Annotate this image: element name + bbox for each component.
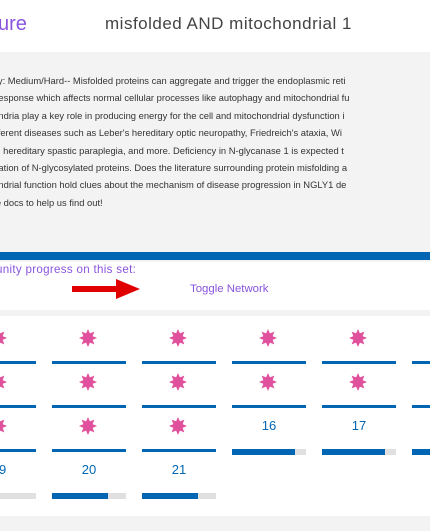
task-progress-bar: [142, 493, 216, 499]
community-progress-fill: [0, 252, 430, 260]
task-number: 20: [52, 462, 126, 477]
task-number: 19: [0, 462, 36, 477]
set-title: misfolded AND mitochondrial 1: [105, 14, 352, 34]
task-progress-fill: [412, 449, 430, 455]
set-description: ulty: Medium/Hard-- Misfolded proteins c…: [0, 52, 430, 242]
completed-burst-icon: [0, 372, 8, 392]
task-number: 16: [232, 418, 306, 433]
toggle-network-button[interactable]: Toggle Network: [190, 283, 269, 295]
task-progress-fill: [322, 449, 385, 455]
completed-burst-icon: [168, 416, 188, 436]
community-progress-bar: [0, 252, 430, 260]
completed-burst-icon: [168, 328, 188, 348]
completed-burst-icon: [348, 372, 368, 392]
description-line: hondria play a key role in producing ene…: [0, 107, 430, 124]
description-line: se, hereditary spastic paraplegia, and m…: [0, 142, 430, 159]
task-grid: 16 17 19 20 21: [0, 316, 430, 516]
task-number: 21: [142, 462, 216, 477]
completed-burst-icon: [0, 328, 8, 348]
task-tile[interactable]: 20: [52, 452, 126, 510]
task-tile[interactable]: [412, 408, 430, 466]
description-line: different diseases such as Leber's hered…: [0, 124, 430, 141]
completed-burst-icon: [78, 328, 98, 348]
completed-burst-icon: [78, 416, 98, 436]
task-progress-fill: [52, 493, 108, 499]
completed-burst-icon: [0, 416, 8, 436]
community-progress-label: munity progress on this set:: [0, 263, 136, 276]
task-number: 17: [322, 418, 396, 433]
description-line: s response which affects normal cellular…: [0, 89, 430, 106]
task-tile[interactable]: 17: [322, 408, 396, 466]
brand-logo-text[interactable]: ure: [0, 13, 27, 36]
completed-burst-icon: [168, 372, 188, 392]
completed-burst-icon: [78, 372, 98, 392]
description-line: ulty: Medium/Hard-- Misfolded proteins c…: [0, 72, 430, 89]
task-progress-bar: [232, 449, 306, 455]
task-progress-bar: [0, 493, 36, 499]
header: ure misfolded AND mitochondrial 1: [0, 0, 430, 52]
task-progress-bar: [322, 449, 396, 455]
task-progress-bar: [412, 449, 430, 455]
task-tile[interactable]: 21: [142, 452, 216, 510]
description-text: ulty: Medium/Hard-- Misfolded proteins c…: [0, 72, 430, 211]
completed-burst-icon: [258, 328, 278, 348]
description-line: egation of N-glycosylated proteins. Does…: [0, 159, 430, 176]
arrow-right-icon: [72, 279, 140, 299]
task-tile[interactable]: 19: [0, 452, 36, 510]
task-progress-fill: [232, 449, 295, 455]
description-line: the docs to help us find out!: [0, 194, 430, 211]
task-progress-fill: [142, 493, 198, 499]
task-progress-bar: [52, 493, 126, 499]
completed-burst-icon: [258, 372, 278, 392]
completed-burst-icon: [348, 328, 368, 348]
description-line: hondrial function hold clues about the m…: [0, 176, 430, 193]
task-tile[interactable]: 16: [232, 408, 306, 466]
